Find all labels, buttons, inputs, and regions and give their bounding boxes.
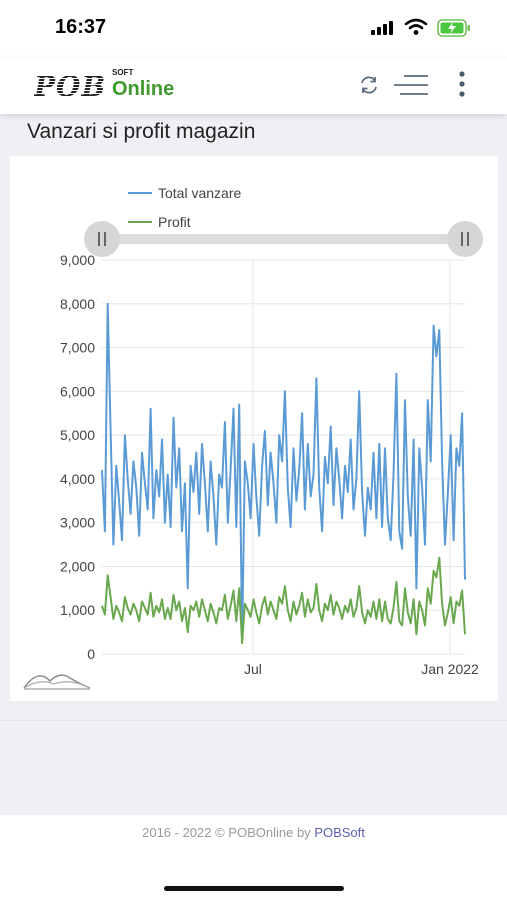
series-line-total-vanzare[interactable] <box>101 302 466 642</box>
legend: Total vanzare Profit <box>128 185 241 230</box>
y-tick-label: 6,000 <box>60 383 95 399</box>
sales-profit-chart: Total vanzare Profit 0 1,000 2,000 3,000 4,0… <box>23 185 483 690</box>
footer-text: 2016 - 2022 © POBOnline by POBSoft <box>0 825 507 840</box>
footer: 2016 - 2022 © POBOnline by POBSoft <box>0 815 507 900</box>
status-time: 16:37 <box>55 16 107 38</box>
status-bar: 16:37 <box>0 0 507 58</box>
range-slider[interactable] <box>84 221 483 257</box>
refresh-icon[interactable] <box>358 74 380 96</box>
app-header: POB SOFT Online <box>0 58 507 114</box>
mini-navigator-icon[interactable] <box>23 674 91 690</box>
wifi-icon <box>404 18 428 35</box>
y-tick-label: 7,000 <box>60 340 95 356</box>
range-slider-right-handle[interactable] <box>447 221 483 257</box>
x-tick-label: Jan 2022 <box>421 661 479 677</box>
chart-card: Total vanzare Profit 0 1,000 2,000 3,000 4,0… <box>10 156 498 701</box>
y-tick-label: 5,000 <box>60 427 95 443</box>
y-tick-label: 3,000 <box>60 515 95 531</box>
y-tick-label: 4,000 <box>60 471 95 487</box>
y-axis-ticks: 0 1,000 2,000 3,000 4,000 5,000 6,000 7,000 8,00… <box>60 252 95 662</box>
y-tick-label: 1,000 <box>60 602 95 618</box>
more-vertical-icon[interactable] <box>456 70 468 98</box>
y-tick-label: 8,000 <box>60 296 95 312</box>
footer-brand-link[interactable]: POBSoft <box>314 825 365 840</box>
logo-online-text: Online <box>112 78 175 100</box>
page-title: Vanzari si profit magazin <box>27 120 256 143</box>
range-slider-left-handle[interactable] <box>84 221 120 257</box>
divider <box>0 720 507 721</box>
menu-lines-icon[interactable] <box>392 72 430 98</box>
series-lines <box>101 302 466 645</box>
legend-profit-label[interactable]: Profit <box>158 214 191 230</box>
y-tick-label: 0 <box>87 646 95 662</box>
x-tick-label: Jul <box>244 661 262 677</box>
series-line-profit[interactable] <box>101 556 466 645</box>
home-indicator <box>164 886 344 891</box>
logo-pob-text: POB <box>34 70 107 103</box>
y-tick-label: 2,000 <box>60 558 95 574</box>
x-axis-ticks: Jul Jan 2022 <box>244 661 479 677</box>
footer-copyright: 2016 - 2022 © POBOnline by <box>142 825 311 840</box>
range-slider-track[interactable] <box>102 234 465 244</box>
battery-charging-icon <box>437 19 470 37</box>
cellular-signal-icon <box>371 21 393 35</box>
logo-soft-text: SOFT <box>112 68 134 77</box>
y-tick-label: 9,000 <box>60 252 95 268</box>
legend-total-label[interactable]: Total vanzare <box>158 185 241 201</box>
